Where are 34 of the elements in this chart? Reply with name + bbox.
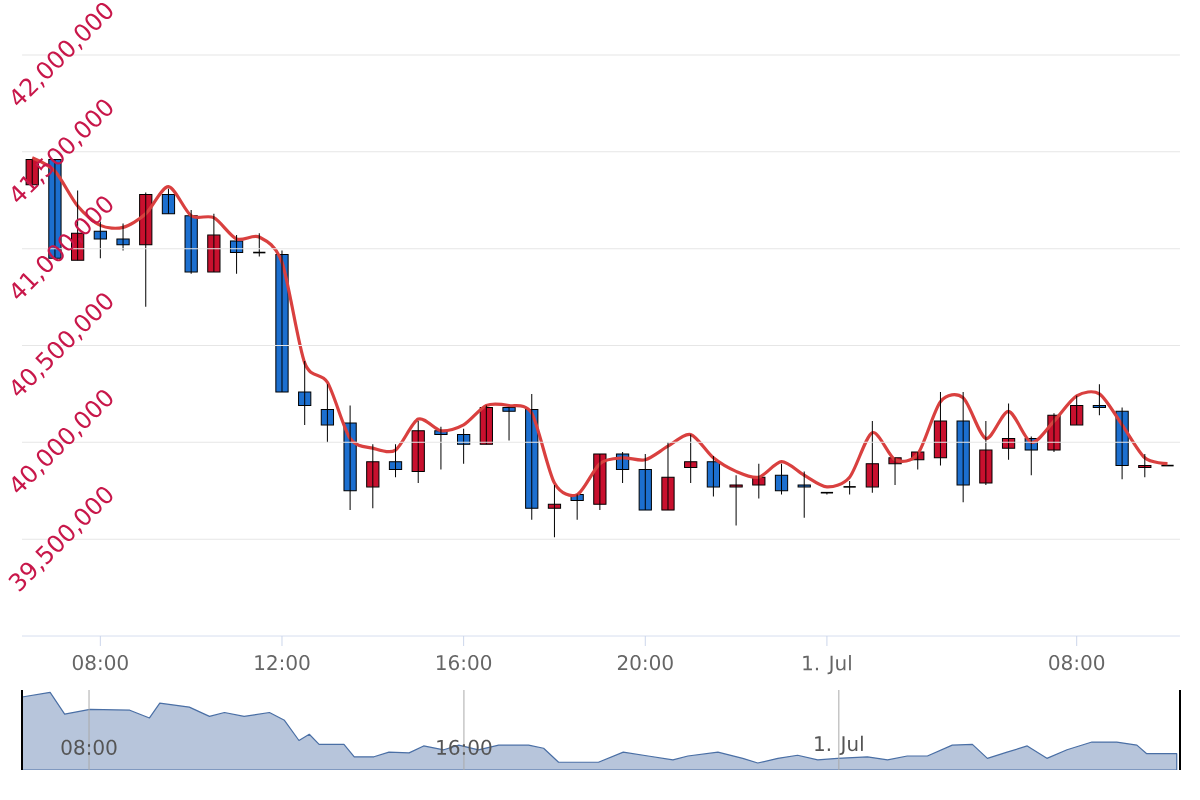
x-tick-label: 08:00 — [1049, 655, 1105, 671]
candlestick — [797, 470, 811, 519]
x-tick-label: 20:00 — [617, 655, 673, 671]
candlestick — [388, 443, 403, 478]
x-tick-label: 08:00 — [61, 739, 117, 755]
x-tick-label: 16:00 — [437, 655, 492, 671]
candlestick — [116, 223, 130, 252]
x-tick-label: 1. Jul — [803, 655, 851, 675]
candlestick — [184, 209, 198, 275]
candlestick — [411, 420, 425, 484]
candlestick — [1138, 453, 1152, 478]
x-tick-label: 1. Jul — [815, 735, 863, 755]
candlestick — [729, 474, 743, 527]
candlestick — [842, 480, 857, 496]
candlestick — [661, 441, 675, 511]
x-tick-label: 08:00 — [72, 655, 128, 671]
candlestick — [638, 453, 652, 511]
candlestick — [684, 434, 698, 484]
candlestick — [320, 383, 335, 443]
candlestick — [366, 443, 380, 509]
candlestick — [207, 213, 221, 273]
candlestick — [1070, 395, 1084, 426]
candlestick — [1092, 383, 1107, 416]
candlestick — [298, 360, 312, 426]
candlestick — [525, 393, 539, 521]
candlestick — [865, 420, 879, 494]
candlestick — [547, 484, 562, 538]
x-tick-label: 12:00 — [255, 655, 310, 671]
candlestick — [93, 221, 107, 259]
candlestick — [956, 391, 970, 503]
candlestick — [979, 420, 993, 486]
candlestick — [25, 159, 39, 186]
candlestick — [706, 455, 721, 498]
candlestick — [502, 406, 516, 441]
